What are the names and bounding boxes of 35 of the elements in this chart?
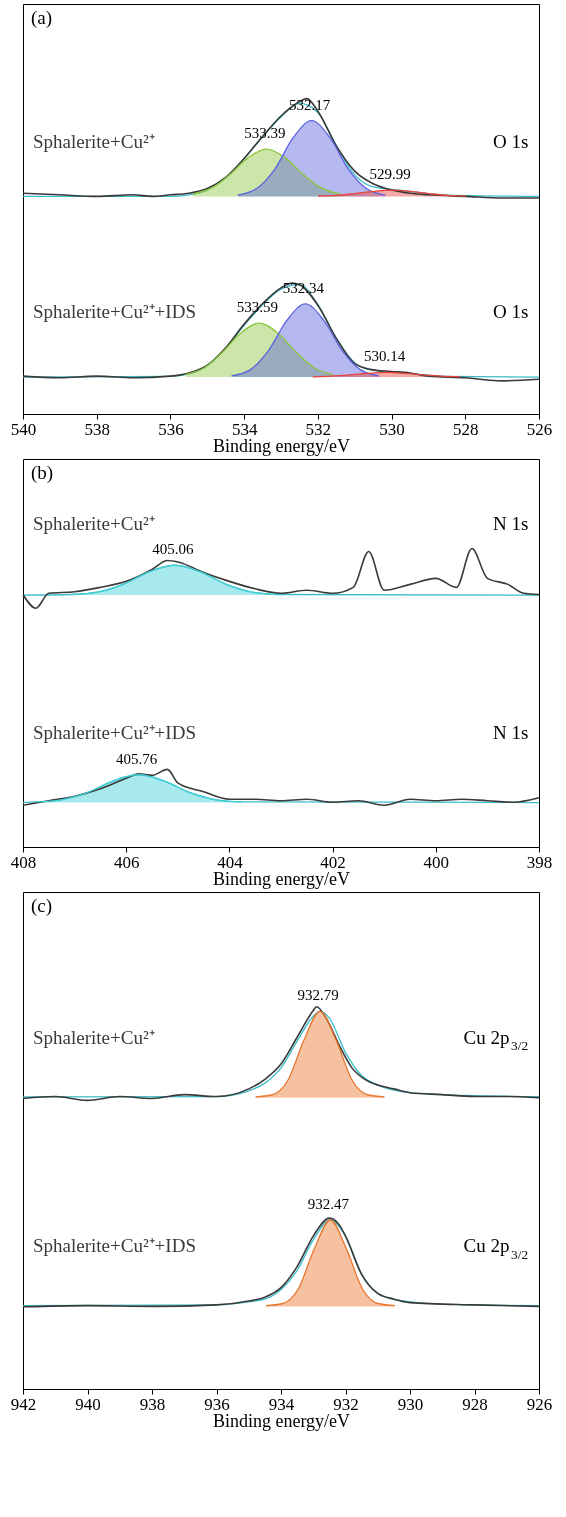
x-tick-label: 406 — [113, 852, 140, 872]
chart-title: (b) — [31, 462, 54, 484]
annotation: 530.14 — [363, 348, 406, 365]
x-tick-label: 942 — [10, 1394, 37, 1414]
chart-title: (a) — [31, 7, 53, 29]
annotation: 405.06 — [152, 541, 194, 558]
x-tick-label: 398 — [526, 852, 553, 872]
text: Sphalerite+Cu²⁺ — [33, 131, 155, 153]
text: Sphalerite+Cu²⁺ — [33, 1026, 155, 1048]
series-label: Sphalerite+Cu²⁺ — [33, 513, 155, 535]
x-tick-label: 538 — [84, 419, 110, 439]
chart-title: (c) — [31, 895, 53, 917]
x-tick-label: 530 — [379, 419, 405, 439]
x-tick-label: 930 — [397, 1394, 424, 1414]
x-tick-label: 400 — [423, 852, 450, 872]
annotation: 932.79 — [297, 987, 339, 1004]
x-tick-label: 540 — [10, 419, 37, 439]
x-tick-label: 928 — [462, 1394, 488, 1414]
text: Sphalerite+Cu²⁺+IDS — [33, 722, 196, 744]
x-tick-label: 940 — [75, 1394, 101, 1414]
x-tick-label: 528 — [453, 419, 479, 439]
annotation: 529.99 — [369, 166, 411, 183]
annotation: O 1s — [493, 131, 529, 153]
text: N 1s — [493, 513, 529, 535]
annotation: O 1s — [493, 300, 529, 322]
annotation: 932.47 — [307, 1196, 350, 1213]
x-tick-label: 938 — [139, 1394, 166, 1414]
annotation: N 1s — [493, 722, 529, 744]
text: Sphalerite+Cu²⁺+IDS — [33, 1235, 196, 1257]
annotation: 405.76 — [116, 750, 158, 767]
x-tick-label: 926 — [526, 1394, 553, 1414]
x-tick-label: 536 — [158, 419, 184, 439]
x-tick-label: 408 — [10, 852, 37, 872]
x-tick-label: 526 — [526, 419, 553, 439]
text: Sphalerite+Cu²⁺+IDS — [33, 300, 196, 322]
